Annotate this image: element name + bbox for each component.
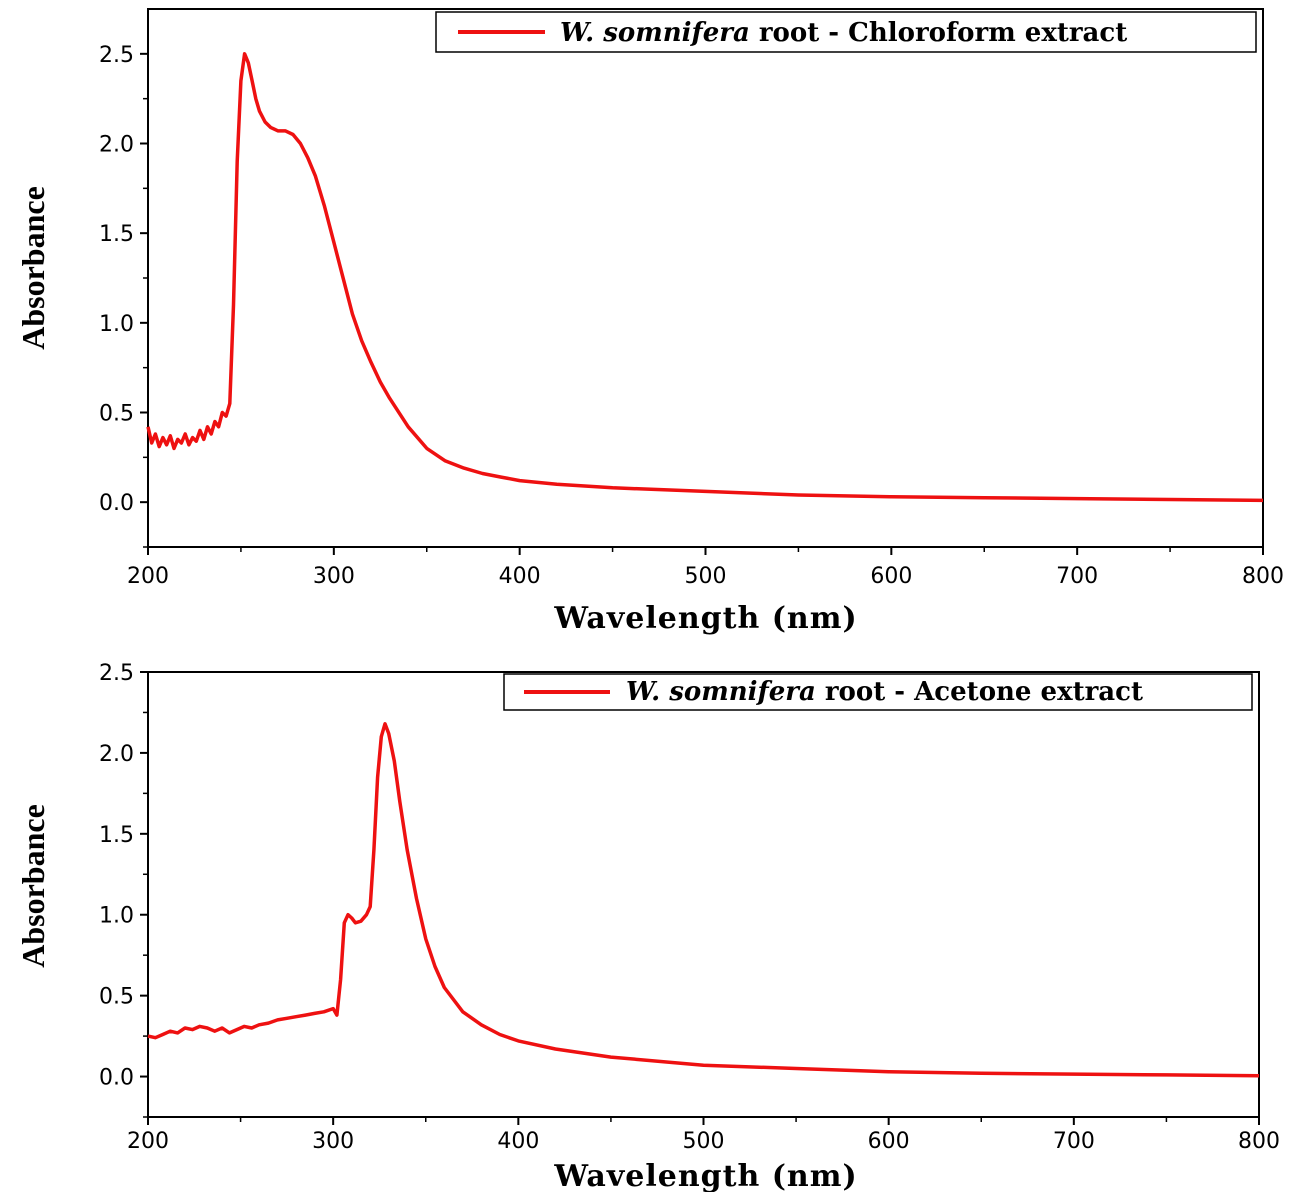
y-axis-label-acetone: Absorbance	[15, 804, 51, 968]
x-tick-label: 500	[685, 564, 727, 589]
x-tick-label: 400	[497, 1129, 539, 1154]
y-axis-label-chloroform: Absorbance	[15, 186, 51, 350]
legend-label-italic-chloroform: W. somnifera	[560, 18, 750, 48]
legend-label-chloroform: root - Chloroform extract	[750, 18, 1127, 48]
x-tick-label: 600	[870, 564, 912, 589]
x-tick-label: 300	[313, 564, 355, 589]
series-line-acetone	[147, 722, 1260, 1078]
chart-panel-chloroform: 0.0 0.5 1.0 1.5 2.0 2.5 200 300 400 500 600 700 800…	[15, 8, 1284, 636]
x-tick-label: 400	[499, 564, 541, 589]
y-tick-label: 2.0	[99, 742, 134, 767]
y-tick-label: 0.0	[99, 1066, 134, 1091]
y-ticks-chloroform: 0.0 0.5 1.0 1.5 2.0 2.5	[99, 43, 148, 548]
x-tick-label: 800	[1242, 564, 1284, 589]
legend-box-chloroform	[435, 11, 1257, 53]
x-tick-label: 700	[1053, 1129, 1095, 1154]
y-tick-label: 1.5	[99, 222, 134, 247]
x-tick-label: 600	[868, 1129, 910, 1154]
x-tick-label: 800	[1238, 1129, 1280, 1154]
svg-text:W. somnifera root - Chloroform: W. somnifera root - Chloroform extract	[560, 18, 1127, 48]
plot-frame-acetone	[147, 671, 1260, 1118]
x-axis-label-chloroform: Wavelength (nm)	[553, 601, 857, 636]
legend-box-acetone	[503, 673, 1253, 711]
x-ticks-chloroform: 200 300 400 500 600 700 800	[127, 547, 1284, 589]
x-tick-label: 200	[127, 564, 169, 589]
y-tick-label: 2.5	[99, 661, 134, 686]
y-tick-label: 2.5	[99, 43, 134, 68]
y-tick-label: 0.5	[99, 985, 134, 1010]
chart-panel-acetone: 0.0 0.5 1.0 1.5 2.0 2.5 200 300 400 500 600 700 800…	[15, 661, 1280, 1192]
legend-chloroform: W. somnifera root - Chloroform extract	[435, 11, 1257, 53]
legend-acetone: W. somnifera root - Acetone extract	[503, 673, 1253, 711]
y-tick-label: 1.0	[99, 904, 134, 929]
x-axis-label-acetone: Wavelength (nm)	[553, 1159, 857, 1192]
y-ticks-acetone: 0.0 0.5 1.0 1.5 2.0 2.5	[99, 661, 148, 1118]
y-tick-label: 0.0	[99, 491, 134, 516]
x-tick-label: 700	[1056, 564, 1098, 589]
x-ticks-acetone: 200 300 400 500 600 700 800	[127, 1117, 1280, 1154]
y-tick-label: 1.5	[99, 823, 134, 848]
y-tick-label: 0.5	[99, 402, 134, 427]
x-tick-label: 200	[127, 1129, 169, 1154]
y-tick-label: 1.0	[99, 312, 134, 337]
legend-label-acetone: root - Acetone extract	[816, 677, 1143, 707]
y-tick-label: 2.0	[99, 133, 134, 158]
svg-text:W. somnifera root - Acetone ex: W. somnifera root - Acetone extract	[626, 677, 1143, 707]
x-tick-label: 500	[683, 1129, 725, 1154]
x-tick-label: 300	[312, 1129, 354, 1154]
plot-frame-chloroform	[147, 8, 1264, 548]
legend-label-italic-acetone: W. somnifera	[626, 677, 816, 707]
series-line-chloroform	[146, 52, 1264, 503]
